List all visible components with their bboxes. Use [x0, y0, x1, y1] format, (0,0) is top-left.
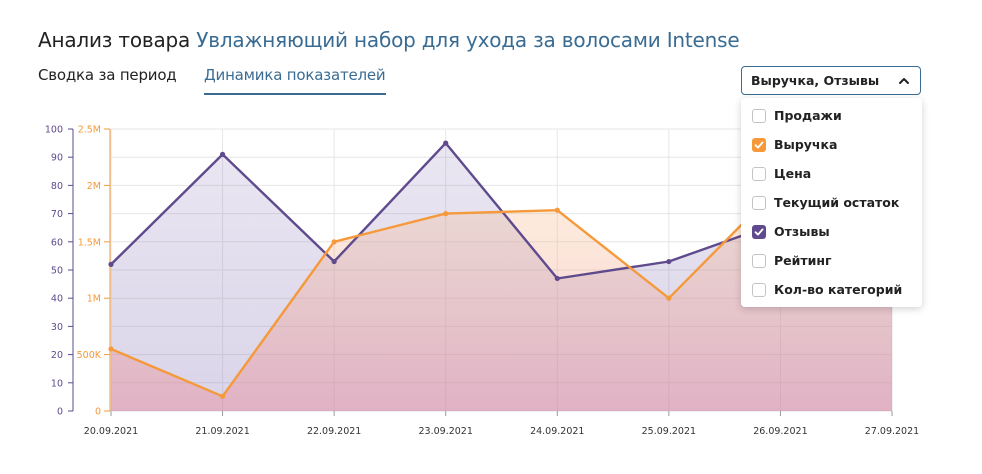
y-left-tick-label: 40 [51, 294, 63, 305]
y-right-tick-label: 1.5M [78, 237, 101, 248]
x-tick-label: 23.09.2021 [419, 426, 473, 437]
metric-option-label: Рейтинг [774, 253, 832, 268]
metric-option[interactable]: Рейтинг [741, 249, 922, 273]
metric-option[interactable]: Текущий остаток [741, 191, 922, 215]
data-point [554, 275, 560, 282]
data-point [331, 258, 337, 265]
x-tick-label: 22.09.2021 [307, 426, 361, 437]
data-point [443, 211, 449, 217]
tab-dynamics[interactable]: Динамика показателей [204, 66, 386, 95]
y-right-tick-label: 2M [87, 181, 101, 192]
metric-option-label: Продажи [774, 108, 842, 123]
y-left-tick-label: 100 [45, 125, 63, 136]
metric-option[interactable]: Выручка [741, 133, 922, 157]
product-name: Увлажняющий набор для ухода за волосами … [196, 28, 740, 52]
checkbox-icon[interactable] [752, 196, 766, 210]
data-point [666, 258, 672, 265]
checkbox-checked-icon[interactable] [752, 138, 766, 152]
metric-dropdown: Продажи Выручка Цена Текущий остаток Отзывы Р… [741, 98, 922, 307]
checkbox-checked-icon[interactable] [752, 225, 766, 239]
checkbox-icon[interactable] [752, 109, 766, 123]
metric-select[interactable]: Выручка, Отзывы [741, 66, 921, 95]
data-point [219, 151, 226, 157]
y-left-tick-label: 0 [57, 407, 63, 418]
metric-option-label: Кол-во категорий [774, 282, 903, 297]
checkbox-icon[interactable] [752, 167, 766, 181]
y-left-tick-label: 60 [51, 237, 63, 248]
data-point [331, 239, 337, 245]
data-point [554, 207, 560, 213]
x-tick-label: 25.09.2021 [642, 426, 696, 437]
metric-option-label: Выручка [774, 137, 838, 152]
y-left-tick-label: 20 [51, 350, 63, 361]
y-left-tick-label: 50 [51, 266, 63, 277]
y-left-tick-label: 30 [51, 322, 63, 333]
metric-select-value: Выручка, Отзывы [751, 73, 880, 88]
data-point [666, 295, 672, 301]
y-right-tick-label: 0 [95, 407, 101, 418]
x-tick-label: 24.09.2021 [530, 426, 584, 437]
metric-option-label: Цена [774, 166, 812, 181]
data-point [108, 261, 114, 267]
metric-option[interactable]: Цена [741, 162, 922, 186]
y-left-tick-label: 70 [51, 209, 63, 220]
chevron-up-icon [899, 78, 909, 84]
y-right-tick-label: 2.5M [78, 125, 101, 136]
page-title: Анализ товара Увлажняющий набор для уход… [38, 28, 740, 52]
y-left-tick-label: 80 [51, 181, 63, 192]
metric-option[interactable]: Кол-во категорий [741, 278, 922, 302]
y-right-tick-label: 1M [87, 294, 101, 305]
y-left-tick-label: 90 [51, 153, 63, 164]
tab-summary[interactable]: Сводка за период [38, 66, 177, 84]
x-tick-label: 27.09.2021 [865, 426, 919, 437]
y-left-tick-label: 10 [51, 378, 63, 389]
data-point [443, 140, 449, 146]
metric-option-label: Текущий остаток [774, 195, 900, 210]
y-right-tick-label: 500K [77, 350, 102, 361]
x-tick-label: 20.09.2021 [84, 426, 138, 437]
data-point [108, 346, 114, 352]
x-tick-label: 26.09.2021 [753, 426, 807, 437]
checkbox-icon[interactable] [752, 283, 766, 297]
checkbox-icon[interactable] [752, 254, 766, 268]
metric-option[interactable]: Отзывы [741, 220, 922, 244]
data-point [219, 393, 226, 399]
metric-option[interactable]: Продажи [741, 104, 922, 128]
metric-option-label: Отзывы [774, 224, 830, 239]
page-title-prefix: Анализ товара [38, 28, 191, 52]
x-tick-label: 21.09.2021 [195, 426, 249, 437]
series-area [111, 179, 892, 411]
